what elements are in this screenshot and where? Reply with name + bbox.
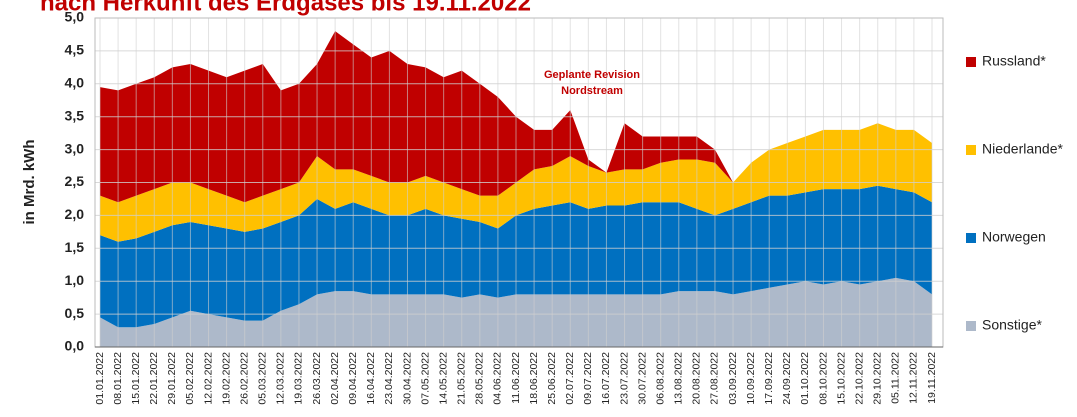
y-tick-label: 4,0 [65, 75, 85, 91]
x-tick-label: 14.05.2022 [437, 352, 449, 405]
y-tick-label: 3,5 [65, 107, 85, 123]
x-tick-label: 08.01.2022 [112, 352, 124, 405]
x-tick-label: 19.02.2022 [220, 352, 232, 405]
x-tick-label: 12.03.2022 [275, 352, 287, 405]
x-tick-label: 05.02.2022 [184, 352, 196, 405]
x-tick-label: 02.07.2022 [564, 352, 576, 405]
x-tick-label: 15.10.2022 [835, 352, 847, 405]
y-tick-label: 0,5 [65, 305, 85, 321]
y-tick-label: 1,0 [65, 272, 85, 288]
legend-swatch [966, 321, 976, 331]
x-tick-label: 27.08.2022 [709, 352, 721, 405]
x-tick-label: 15.01.2022 [130, 352, 142, 405]
x-tick-label: 06.08.2022 [654, 352, 666, 405]
y-tick-label: 1,5 [65, 239, 85, 255]
x-tick-label: 23.07.2022 [618, 352, 630, 405]
x-tick-label: 26.02.2022 [238, 352, 250, 405]
x-tick-label: 30.07.2022 [636, 352, 648, 405]
x-tick-label: 11.06.2022 [510, 352, 522, 404]
x-tick-label: 04.06.2022 [492, 352, 504, 405]
x-tick-label: 23.04.2022 [383, 352, 395, 405]
x-tick-label: 22.10.2022 [853, 352, 865, 405]
x-tick-label: 01.10.2022 [799, 352, 811, 405]
x-tick-label: 08.10.2022 [817, 352, 829, 405]
x-tick-label: 02.04.2022 [329, 352, 341, 405]
x-tick-label: 17.09.2022 [763, 352, 775, 405]
x-tick-label: 19.03.2022 [293, 352, 305, 405]
x-tick-label: 07.05.2022 [419, 352, 431, 405]
x-tick-label: 28.05.2022 [474, 352, 486, 405]
x-tick-label: 19.11.2022 [926, 352, 938, 404]
y-axis-label: in Mrd. kWh [21, 140, 38, 225]
x-tick-label: 29.10.2022 [872, 352, 884, 405]
y-tick-label: 3,0 [65, 140, 85, 156]
legend-swatch [966, 145, 976, 155]
x-tick-label: 25.06.2022 [546, 352, 558, 405]
y-tick-label: 2,0 [65, 206, 85, 222]
annotation: Nordstream [561, 85, 623, 97]
x-tick-label: 29.01.2022 [166, 352, 178, 405]
y-tick-label: 2,5 [65, 173, 85, 189]
labels: 0,0 0,5 1,0 1,5 2,0 2,5 3,0 3,5 4,0 4,5 5,0 01.01.2… [65, 9, 1064, 405]
annotation: Geplante Revision [544, 69, 640, 81]
x-tick-label: 20.08.2022 [691, 352, 703, 405]
chart-title: nach Herkunft des Erdgases bis 19.11.202… [40, 0, 531, 16]
x-tick-label: 16.07.2022 [600, 352, 612, 405]
x-tick-label: 30.04.2022 [401, 352, 413, 405]
legend-label: Sonstige* [982, 317, 1042, 333]
legend-label: Russland* [982, 53, 1046, 69]
x-tick-label: 16.04.2022 [365, 352, 377, 405]
legend-swatch [966, 233, 976, 243]
y-tick-label: 5,0 [65, 9, 85, 25]
x-tick-label: 05.11.2022 [890, 352, 902, 404]
x-tick-label: 05.03.2022 [257, 352, 269, 405]
x-tick-label: 12.02.2022 [202, 352, 214, 405]
x-tick-label: 09.04.2022 [347, 352, 359, 405]
x-tick-label: 10.09.2022 [745, 352, 757, 405]
x-tick-label: 22.01.2022 [148, 352, 160, 405]
x-tick-label: 01.01.2022 [94, 352, 106, 405]
x-tick-label: 26.03.2022 [311, 352, 323, 405]
x-tick-label: 21.05.2022 [456, 352, 468, 405]
x-tick-label: 18.06.2022 [528, 352, 540, 405]
y-tick-label: 0,0 [65, 338, 85, 354]
y-tick-label: 4,5 [65, 42, 85, 58]
x-tick-label: 12.11.2022 [908, 352, 920, 404]
legend-swatch [966, 57, 976, 67]
legend-label: Niederlande* [982, 141, 1063, 157]
x-tick-label: 13.08.2022 [673, 352, 685, 405]
legend-label: Norwegen [982, 229, 1046, 245]
x-tick-label: 09.07.2022 [582, 352, 594, 405]
x-tick-label: 24.09.2022 [781, 352, 793, 405]
x-tick-label: 03.09.2022 [727, 352, 739, 405]
grid [94, 17, 944, 348]
